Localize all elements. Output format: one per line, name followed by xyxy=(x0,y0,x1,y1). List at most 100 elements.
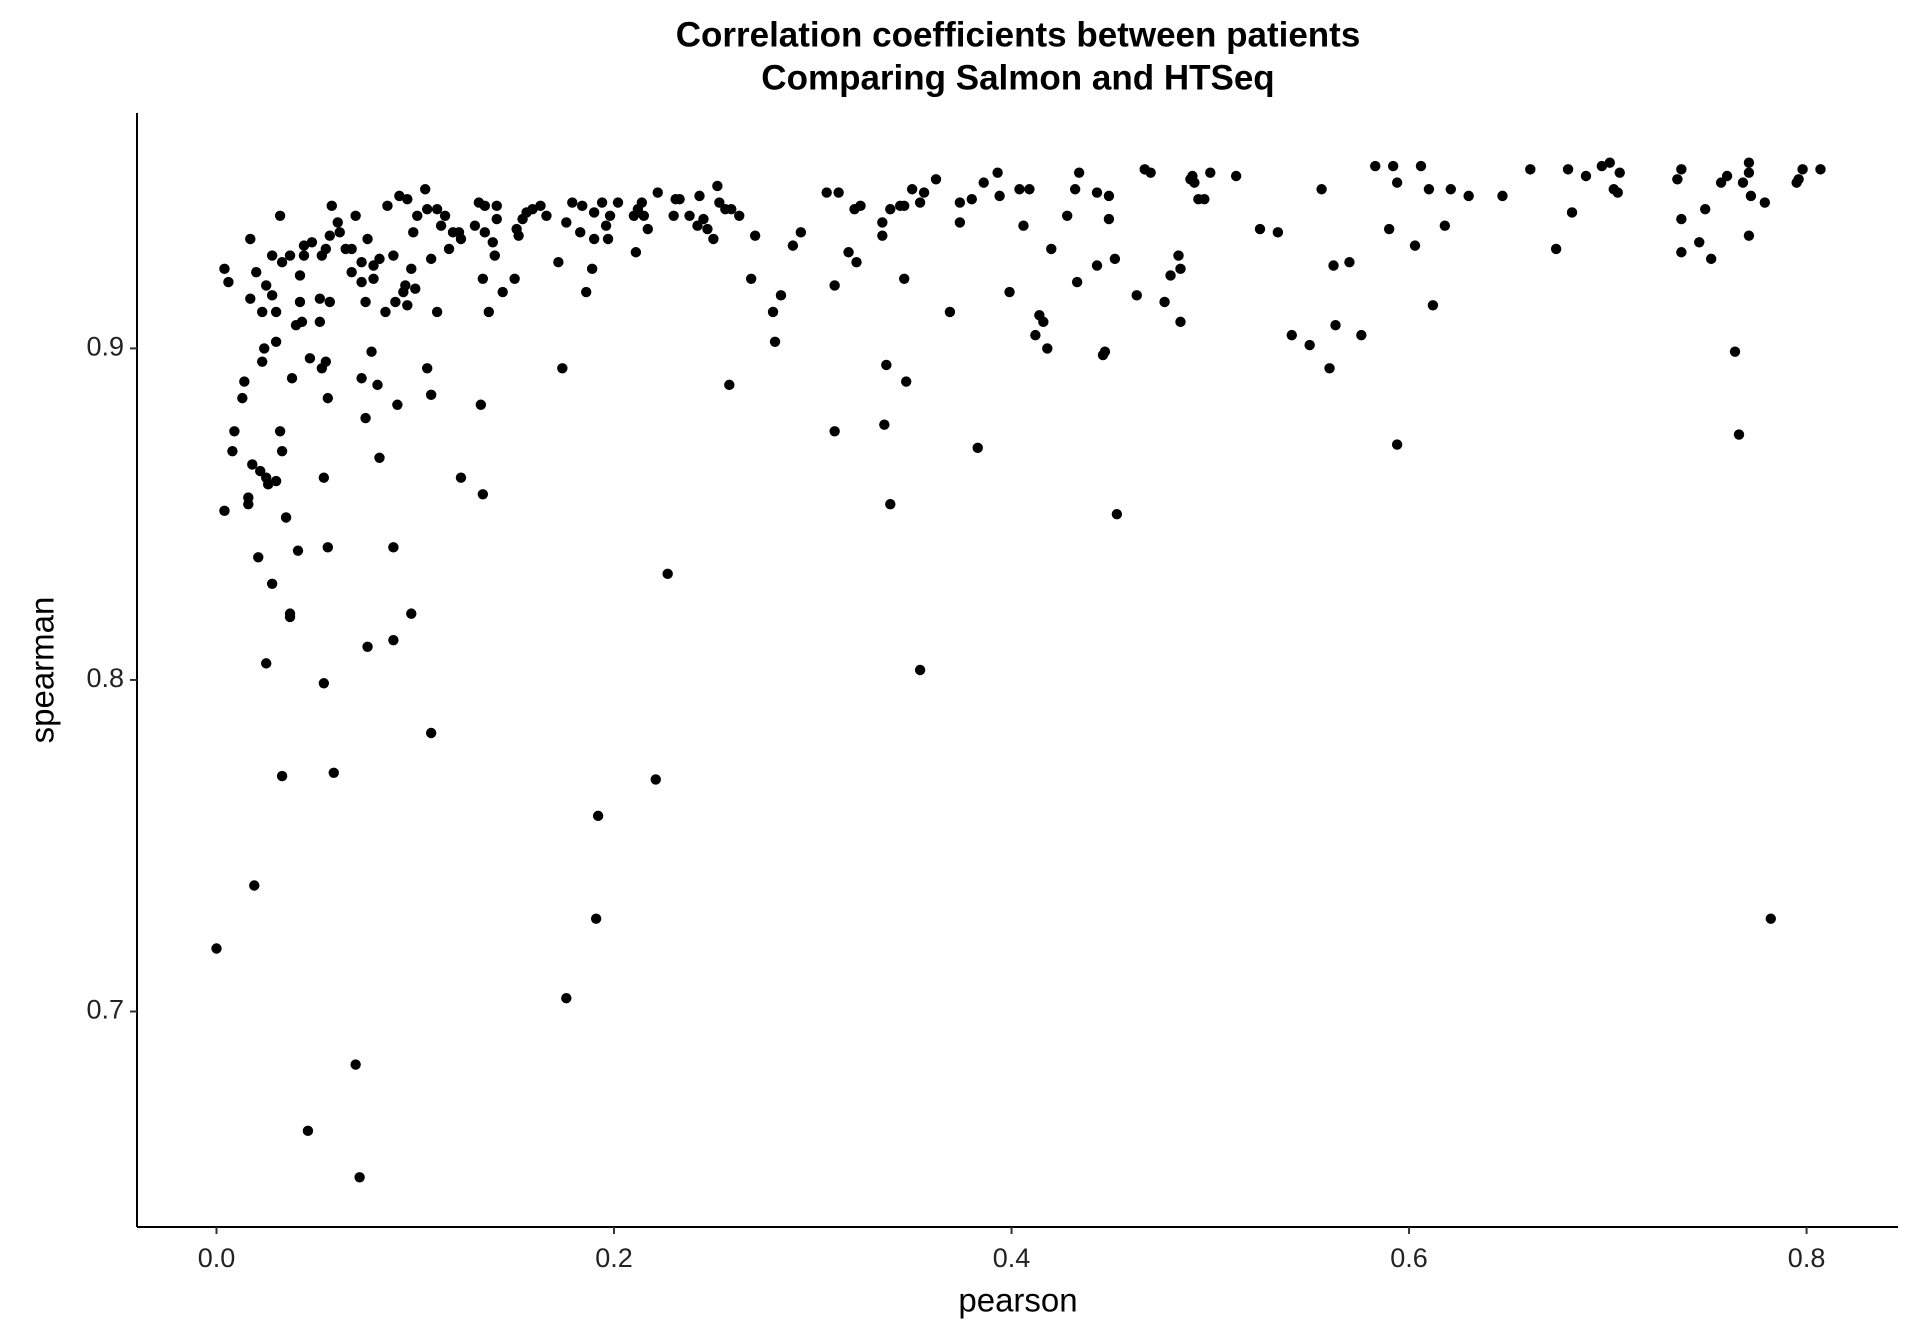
point xyxy=(294,270,306,281)
point xyxy=(245,233,256,245)
point xyxy=(274,426,286,437)
point xyxy=(1815,164,1826,175)
point xyxy=(1566,207,1578,218)
point xyxy=(298,240,310,251)
point xyxy=(400,280,411,291)
point xyxy=(392,399,403,410)
point xyxy=(1254,223,1266,235)
point xyxy=(237,392,248,404)
point xyxy=(724,379,735,391)
point xyxy=(257,356,268,367)
point xyxy=(1391,177,1403,188)
point xyxy=(1046,243,1057,255)
point xyxy=(223,276,234,288)
x-tick-label: 0.0 xyxy=(198,1243,236,1273)
point xyxy=(674,194,685,205)
point xyxy=(775,290,787,301)
point xyxy=(419,184,431,195)
point xyxy=(388,250,399,261)
point xyxy=(900,376,912,387)
point xyxy=(366,346,377,357)
point xyxy=(1272,227,1284,238)
point xyxy=(668,210,679,221)
point xyxy=(425,253,437,265)
point xyxy=(388,542,399,553)
point xyxy=(561,217,572,228)
point xyxy=(374,452,385,464)
point xyxy=(1030,329,1041,341)
point xyxy=(402,194,413,205)
chart-title: Correlation coefficients between patient… xyxy=(676,15,1361,54)
point xyxy=(455,233,467,245)
point xyxy=(851,256,862,268)
point xyxy=(412,210,423,221)
point xyxy=(354,1172,365,1183)
point xyxy=(249,880,260,891)
point xyxy=(276,256,288,268)
point xyxy=(1797,164,1808,175)
y-tick-label: 0.9 xyxy=(86,332,124,362)
point xyxy=(421,203,433,215)
point xyxy=(604,210,616,221)
point xyxy=(380,306,391,318)
point xyxy=(1014,184,1025,195)
point xyxy=(374,253,385,265)
point xyxy=(251,266,262,278)
point xyxy=(1330,319,1341,331)
point xyxy=(1173,250,1184,261)
x-tick-label: 0.2 xyxy=(595,1243,633,1273)
point xyxy=(1370,160,1381,172)
point xyxy=(1793,174,1804,185)
point xyxy=(1614,167,1625,178)
x-tick-label: 0.4 xyxy=(993,1243,1031,1273)
point xyxy=(406,263,417,275)
point xyxy=(360,296,371,308)
point xyxy=(879,419,890,430)
point xyxy=(877,217,888,228)
point xyxy=(1759,197,1771,208)
point xyxy=(1073,167,1085,178)
point xyxy=(408,227,419,238)
point xyxy=(855,200,866,212)
point xyxy=(745,273,757,284)
point xyxy=(479,200,491,212)
point xyxy=(535,200,546,212)
point xyxy=(274,210,286,221)
point xyxy=(304,353,316,364)
point xyxy=(944,306,956,318)
point xyxy=(602,233,614,245)
point xyxy=(1409,240,1421,251)
point xyxy=(1612,187,1623,198)
point xyxy=(443,243,455,255)
point xyxy=(211,943,222,954)
point xyxy=(567,197,578,208)
point xyxy=(247,459,258,470)
point xyxy=(596,197,608,208)
point xyxy=(350,210,361,221)
point xyxy=(714,197,725,208)
point xyxy=(1356,329,1367,341)
point xyxy=(1694,237,1705,248)
point xyxy=(588,233,600,245)
point xyxy=(885,499,896,510)
point xyxy=(227,445,238,457)
point xyxy=(527,203,538,215)
point xyxy=(749,230,761,241)
point xyxy=(1423,184,1435,195)
point xyxy=(698,213,709,225)
point xyxy=(219,263,230,275)
point xyxy=(1304,339,1315,351)
point xyxy=(425,727,437,739)
point xyxy=(978,177,989,188)
point xyxy=(410,283,421,294)
point xyxy=(712,180,723,192)
point xyxy=(266,290,278,301)
point xyxy=(320,243,332,255)
point xyxy=(296,316,308,328)
point xyxy=(1497,190,1508,202)
point xyxy=(1091,187,1103,198)
point xyxy=(642,223,654,235)
point xyxy=(388,634,399,646)
point xyxy=(795,227,807,238)
